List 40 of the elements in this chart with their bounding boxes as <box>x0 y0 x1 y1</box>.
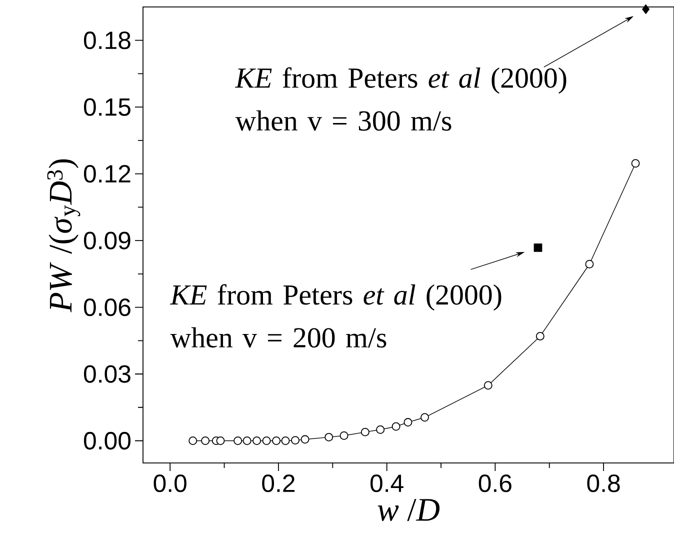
point <box>252 436 262 445</box>
point <box>420 413 429 422</box>
point <box>484 381 492 390</box>
point <box>262 436 271 445</box>
point <box>631 159 640 168</box>
point <box>536 332 544 340</box>
x-tick-label: 0.0 <box>154 474 186 492</box>
x-axis-title: w /D <box>378 498 440 521</box>
y-tick-label: 0.18 <box>84 32 130 50</box>
point <box>188 436 198 445</box>
point <box>201 436 210 445</box>
x-tick-label: 0.6 <box>478 474 512 492</box>
point <box>234 436 242 445</box>
y-tick-label: 0.00 <box>84 432 131 450</box>
text: KE from Peters et al (2000) when v = 300 m/s <box>234 67 566 131</box>
point <box>360 428 370 436</box>
point <box>404 418 412 427</box>
point <box>272 436 281 445</box>
point <box>376 425 385 434</box>
y-tick-label: 0.03 <box>84 365 130 383</box>
x-tick-label: 0.2 <box>262 474 295 492</box>
y-tick-label: 0.15 <box>84 98 130 116</box>
point <box>300 435 310 444</box>
point <box>340 431 348 440</box>
y-axis-title: PW /(σ$_{y}$D$^{3}$) <box>47 159 80 312</box>
point <box>324 432 334 442</box>
point <box>534 243 542 252</box>
x-tick-label: 0.8 <box>587 474 620 492</box>
point <box>392 422 400 431</box>
point <box>291 436 300 445</box>
point <box>216 436 225 445</box>
point <box>642 4 650 14</box>
point <box>585 260 594 268</box>
y-tick-label: 0.09 <box>84 232 130 250</box>
point <box>281 436 290 445</box>
text: KE from Peters et al (2000) when v = 200 m/s <box>170 284 502 348</box>
y-tick-label: 0.06 <box>84 298 130 316</box>
point <box>242 436 252 445</box>
y-tick-label: 0.12 <box>84 164 130 183</box>
x-tick-label: 0.4 <box>370 474 404 492</box>
